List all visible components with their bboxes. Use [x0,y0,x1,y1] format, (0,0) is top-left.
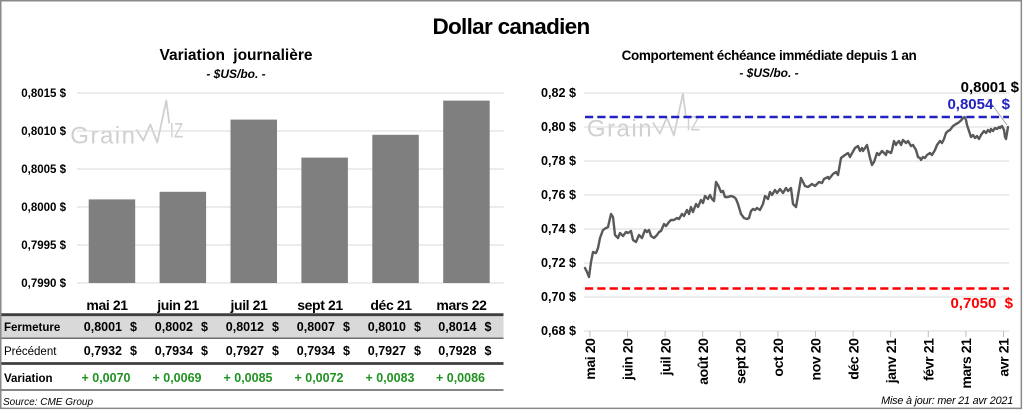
svg-text:avr 21: avr 21 [996,338,1012,377]
svg-text:$: $ [130,344,137,358]
svg-text:nov 20: nov 20 [808,338,824,381]
svg-text:$: $ [343,344,350,358]
svg-text:sept 21: sept 21 [297,297,343,313]
svg-text:+ 0,0072: + 0,0072 [294,371,343,385]
svg-text:- $US/bo. -: - $US/bo. - [206,67,265,81]
svg-text:déc 20: déc 20 [845,338,861,380]
svg-text:août 20: août 20 [695,338,711,385]
svg-text:- $US/bo. -: - $US/bo. - [739,66,798,80]
svg-text:déc 21: déc 21 [370,297,412,313]
svg-text:0,7995 $: 0,7995 $ [21,240,66,252]
svg-text:0,8010: 0,8010 [368,320,406,334]
svg-text:juil 21: juil 21 [230,297,268,313]
svg-text:$: $ [485,344,492,358]
svg-text:0,7990 $: 0,7990 $ [21,278,66,290]
svg-text:Variation journalière: Variation journalière [159,47,312,64]
svg-text:$: $ [201,320,208,334]
svg-text:0,82 $: 0,82 $ [541,86,576,100]
svg-text:0,78 $: 0,78 $ [541,154,576,168]
svg-text:0,8054 $: 0,8054 $ [947,96,1010,113]
svg-text:0,7928: 0,7928 [438,344,476,358]
svg-text:Précédent: Précédent [4,346,57,358]
svg-text:juin 21: juin 21 [156,297,199,313]
svg-text:Comportement échéance immédiat: Comportement échéance immédiate depuis 1… [622,48,917,63]
svg-text:+ 0,0086: + 0,0086 [436,371,485,385]
svg-text:0,76 $: 0,76 $ [541,188,576,202]
svg-text:0,7934: 0,7934 [297,344,335,358]
svg-text:0,8005 $: 0,8005 $ [21,164,66,176]
svg-text:$: $ [272,344,279,358]
svg-text:Source: CME Group: Source: CME Group [3,397,93,408]
svg-text:mai 21: mai 21 [86,297,128,313]
svg-text:0,8000 $: 0,8000 $ [21,202,66,214]
svg-text:0,8001: 0,8001 [84,320,122,334]
svg-text:+ 0,0070: + 0,0070 [81,371,130,385]
svg-text:0,7927: 0,7927 [226,344,264,358]
svg-text:IZ: IZ [686,113,700,136]
svg-text:Grain: Grain [587,116,653,143]
svg-text:0,74 $: 0,74 $ [541,222,576,236]
svg-text:0,8010 $: 0,8010 $ [21,126,66,138]
svg-text:0,72 $: 0,72 $ [541,256,576,270]
svg-text:Variation: Variation [4,373,53,385]
svg-text:0,8001 $: 0,8001 $ [961,79,1020,96]
svg-text:mai 20: mai 20 [582,338,598,380]
svg-text:$: $ [201,344,208,358]
svg-text:Dollar canadien: Dollar canadien [432,14,589,39]
svg-text:0,70 $: 0,70 $ [541,290,576,304]
svg-text:0,7927: 0,7927 [368,344,406,358]
svg-text:0,80 $: 0,80 $ [541,120,576,134]
svg-text:$: $ [414,320,421,334]
svg-text:0,8015 $: 0,8015 $ [21,88,66,100]
svg-text:févr 21: févr 21 [921,338,937,381]
svg-text:juil 20: juil 20 [657,338,673,376]
svg-text:0,8002: 0,8002 [155,320,193,334]
svg-text:Grain: Grain [70,123,136,150]
svg-text:mars 21: mars 21 [958,338,974,389]
svg-text:$: $ [485,320,492,334]
svg-text:0,8012: 0,8012 [226,320,264,334]
svg-text:mars 22: mars 22 [436,297,487,313]
svg-text:0,8007: 0,8007 [297,320,335,334]
svg-text:$: $ [343,320,350,334]
svg-text:$: $ [414,344,421,358]
svg-text:+ 0,0069: + 0,0069 [152,371,201,385]
svg-text:oct 20: oct 20 [770,338,786,377]
svg-text:janv 21: janv 21 [883,338,899,384]
svg-text:$: $ [130,320,137,334]
svg-text:juin 20: juin 20 [620,338,636,381]
svg-text:0,8014: 0,8014 [438,320,476,334]
svg-text:+ 0,0083: + 0,0083 [365,371,414,385]
svg-text:0,7932: 0,7932 [84,344,122,358]
svg-text:0,7050 $: 0,7050 $ [950,295,1013,312]
svg-text:Mise à jour: mer 21 avr 2021: Mise à jour: mer 21 avr 2021 [881,395,1013,407]
svg-text:$: $ [272,320,279,334]
svg-text:0,68 $: 0,68 $ [541,324,576,338]
svg-text:Fermeture: Fermeture [4,322,60,334]
svg-text:0,7934: 0,7934 [155,344,193,358]
svg-text:+ 0,0085: + 0,0085 [223,371,272,385]
svg-text:sept 20: sept 20 [733,338,749,384]
